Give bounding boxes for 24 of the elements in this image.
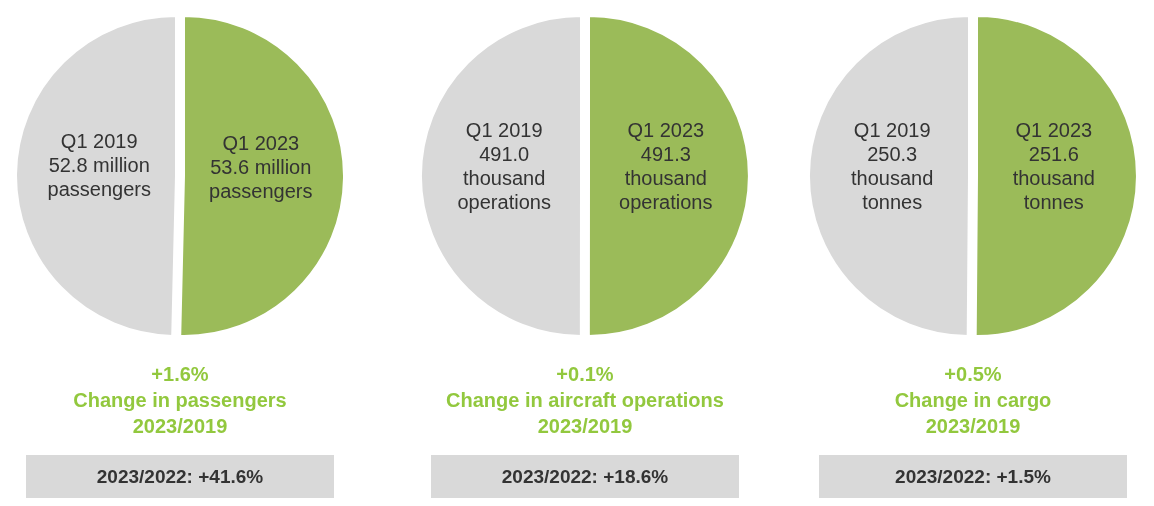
data-label: 53.6 million passengers bbox=[209, 155, 313, 202]
data-label: 52.8 million passengers bbox=[47, 154, 151, 201]
slice-label: Q1 2023 bbox=[1015, 119, 1093, 142]
text: 2023/2019 bbox=[132, 415, 228, 437]
data-label: 491.3 thousand operations bbox=[619, 143, 713, 214]
text: 2023/2019 bbox=[925, 415, 1021, 437]
text: 2023/2022: +41.6% bbox=[96, 466, 264, 487]
text: Change in aircraft operations bbox=[446, 389, 724, 411]
text: +0.5% bbox=[944, 363, 1002, 385]
data-label: 250.3 thousand tonnes bbox=[851, 142, 934, 213]
text: Change in cargo bbox=[894, 389, 1052, 411]
text: 2023/2022: +18.6% bbox=[501, 466, 669, 487]
slice-label: Q1 2023 bbox=[627, 119, 705, 142]
text: +0.1% bbox=[556, 363, 614, 385]
slice-label: Q1 2019 bbox=[465, 118, 543, 141]
slice-label: Q1 2019 bbox=[853, 118, 931, 141]
slice-label: Q1 2023 bbox=[222, 131, 300, 154]
text: +1.6% bbox=[151, 363, 209, 385]
data-label: 251.6 thousand tonnes bbox=[1012, 143, 1095, 214]
text: 2023/2022: +1.5% bbox=[895, 466, 1052, 487]
text: Change in passengers bbox=[73, 389, 287, 411]
data-label: 491.0 thousand operations bbox=[457, 142, 551, 213]
text: 2023/2019 bbox=[537, 415, 633, 437]
slice-label: Q1 2019 bbox=[60, 130, 138, 153]
